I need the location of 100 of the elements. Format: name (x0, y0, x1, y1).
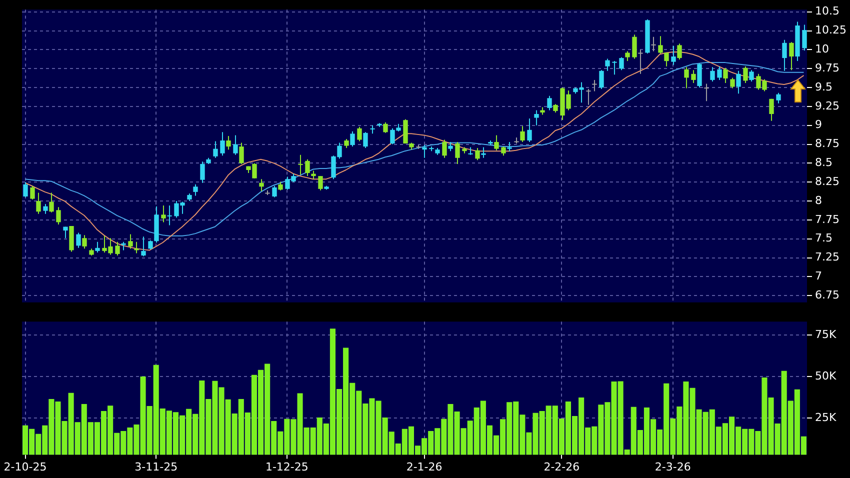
y-tick-label: 6.75 (815, 288, 840, 302)
y-tick-label: 9.25 (815, 99, 840, 112)
candlestick (736, 70, 741, 94)
candlestick (23, 182, 28, 198)
candlestick (475, 148, 480, 161)
candlestick (363, 132, 368, 149)
x-tick-label: 2-1-26 (406, 460, 442, 474)
y-tick-label: 7.5 (815, 232, 832, 245)
candlestick (605, 58, 610, 72)
y-tick-label: 10 (815, 42, 829, 56)
candlestick (671, 45, 676, 66)
candlestick (691, 70, 696, 84)
x-tick-label: 2-2-26 (544, 460, 580, 474)
candlestick (259, 178, 264, 192)
candlestick (658, 36, 663, 54)
candlestick (599, 70, 604, 90)
candlestick (167, 205, 172, 226)
candlestick (233, 134, 238, 156)
candlestick (76, 232, 81, 248)
candlestick (344, 138, 349, 149)
candlestick (272, 185, 277, 198)
candlestick (592, 79, 597, 92)
candlestick (148, 240, 153, 250)
candlestick (115, 241, 120, 256)
x-tick-label: 2-3-26 (654, 460, 691, 474)
candlestick (481, 146, 486, 158)
candlestick (383, 122, 388, 134)
y-tick-label: 8 (815, 194, 822, 207)
candlestick (632, 34, 637, 60)
candlestick (305, 158, 310, 177)
candlestick (677, 43, 682, 60)
candlestick (789, 42, 794, 71)
candlestick (776, 92, 781, 104)
y-tick-label: 10.5 (815, 4, 840, 18)
y-tick-label: 10.25 (815, 24, 846, 37)
y-tick-label: 50K (815, 369, 837, 382)
y-tick-label: 9.5 (815, 80, 832, 94)
candlestick (749, 70, 754, 82)
candlestick (717, 66, 722, 80)
candlestick (507, 142, 512, 152)
candlestick (442, 139, 447, 158)
candlestick (30, 185, 35, 200)
candlestick (586, 88, 591, 106)
y-tick-label: 7 (815, 270, 822, 283)
candlestick (82, 234, 87, 250)
candlestick (494, 134, 499, 151)
candlestick (220, 132, 225, 156)
candlestick (403, 118, 408, 144)
candlestick (638, 49, 643, 74)
candlestick (527, 118, 532, 143)
candlestick (455, 142, 460, 164)
candlestick (141, 236, 146, 257)
candlestick (36, 192, 41, 214)
candlestick (422, 144, 427, 158)
candlestick (520, 126, 525, 143)
candlestick (63, 226, 68, 239)
candlestick (298, 154, 303, 176)
candlestick (200, 161, 205, 184)
y-tick-label: 8.25 (815, 174, 840, 188)
candlestick (723, 67, 728, 84)
y-tick-label: 7.25 (815, 250, 840, 264)
candlestick (782, 39, 787, 72)
candlestick (226, 135, 231, 150)
candlestick (710, 66, 715, 82)
candlestick (534, 110, 539, 126)
candlestick (612, 60, 617, 76)
candlestick (619, 56, 624, 71)
y-tick-label: 8.5 (815, 156, 832, 170)
y-tick-label: 9 (815, 118, 822, 132)
candlestick (802, 24, 807, 51)
candlestick (161, 205, 166, 223)
candlestick (134, 241, 139, 254)
candlestick (769, 98, 774, 122)
y-tick-label: 7.75 (815, 212, 840, 226)
candlestick (213, 140, 218, 158)
candlestick (697, 62, 702, 88)
x-tick-label: 3-11-25 (134, 460, 178, 474)
y-tick-label: 9.75 (815, 61, 840, 74)
candlestick (49, 192, 54, 213)
x-tick-label: 2-10-25 (4, 460, 47, 474)
candlestick (547, 95, 552, 111)
candlestick (357, 126, 362, 142)
y-tick-label: 25K (815, 411, 837, 424)
candlestick (448, 142, 453, 152)
candlestick (56, 206, 61, 225)
candlestick (651, 36, 656, 52)
candlestick (730, 77, 735, 89)
candlestick (704, 83, 709, 102)
candlestick (625, 50, 630, 62)
candlestick (193, 184, 198, 196)
y-tick-label: 75K (815, 328, 837, 341)
candlestick (128, 234, 133, 250)
candlestick (95, 241, 100, 253)
candlestick (501, 146, 506, 156)
x-tick-label: 1-12-25 (265, 460, 308, 474)
candlestick (350, 130, 355, 148)
candlestick (318, 176, 323, 191)
candlestick (239, 142, 244, 164)
y-tick-label: 8.75 (815, 137, 840, 150)
candlestick (664, 52, 669, 67)
